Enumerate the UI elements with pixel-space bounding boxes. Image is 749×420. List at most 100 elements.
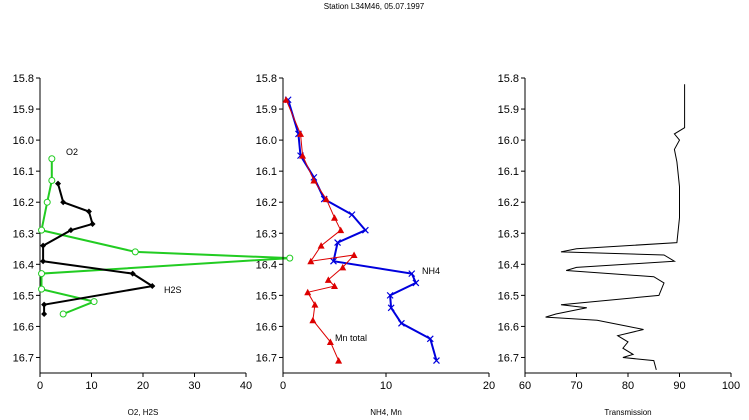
annotation-label: H2S xyxy=(164,285,182,295)
data-point xyxy=(48,155,56,163)
data-point xyxy=(59,310,67,318)
series-line xyxy=(40,158,290,315)
y-tick-label: 16.0 xyxy=(13,135,34,147)
y-tick-label: 15.9 xyxy=(13,104,34,116)
y-tick-label: 16.0 xyxy=(498,135,519,147)
data-point xyxy=(286,254,294,262)
data-point xyxy=(85,208,92,215)
y-tick-label: 16.3 xyxy=(13,228,34,240)
data-point xyxy=(331,282,338,290)
data-point xyxy=(299,152,307,159)
y-tick-label: 16.5 xyxy=(498,290,519,302)
chart-title: Station L34M46, 05.07.1997 xyxy=(324,2,425,11)
data-point xyxy=(90,298,98,306)
data-point xyxy=(131,248,139,256)
y-tick-label: 16.2 xyxy=(13,197,34,209)
data-point xyxy=(149,283,156,290)
panel-nh4-mn: 15.8 15.9 16.0 16.1 16.2 16.3 16.4 16.5 16.6 16.7… xyxy=(256,73,496,417)
y-tick-label: 16.7 xyxy=(13,352,34,364)
data-point xyxy=(40,258,47,265)
data-point xyxy=(41,301,48,308)
data-point xyxy=(129,270,136,277)
y-tick-label: 16.0 xyxy=(256,135,277,147)
data-point xyxy=(41,311,48,317)
x-tick-label: 20 xyxy=(137,380,149,392)
series-line xyxy=(545,84,686,371)
y-tick-label: 16.2 xyxy=(498,197,519,209)
data-point xyxy=(361,226,369,234)
y-tick-label: 16.5 xyxy=(256,290,277,302)
x-tick-label: 10 xyxy=(380,380,392,392)
series-h2s xyxy=(40,180,156,317)
x-tick-label: 0 xyxy=(280,380,286,392)
x-tick-label: 40 xyxy=(240,380,252,392)
data-point xyxy=(331,214,338,221)
y-tick-label: 16.7 xyxy=(256,352,277,364)
x-tick-label: 70 xyxy=(570,380,582,392)
series-transmission xyxy=(545,84,686,371)
series-mn-total xyxy=(282,96,358,364)
data-point xyxy=(67,227,74,234)
annotation-label: Mn total xyxy=(335,333,367,343)
data-point xyxy=(350,251,358,258)
x-tick-label: 100 xyxy=(722,380,740,392)
data-point xyxy=(398,319,405,327)
data-point xyxy=(337,226,345,234)
data-point xyxy=(38,226,46,234)
data-point xyxy=(310,176,318,184)
panel-o2-h2s: 15.8 15.9 16.0 16.1 16.2 16.3 16.4 16.5 16.6 16.7… xyxy=(13,73,294,417)
data-point xyxy=(408,270,416,278)
data-point xyxy=(339,263,347,271)
y-tick-label: 16.1 xyxy=(256,166,277,178)
x-tick-label: 10 xyxy=(85,380,97,392)
data-point xyxy=(309,316,317,324)
data-point xyxy=(311,301,319,308)
y-tick-label: 16.3 xyxy=(498,228,519,240)
data-point xyxy=(307,257,315,265)
y-tick-label: 16.4 xyxy=(13,259,34,271)
series-nh4 xyxy=(284,96,440,365)
data-point xyxy=(426,335,434,343)
annotation-label: O2 xyxy=(66,147,78,157)
data-point xyxy=(38,285,46,293)
y-tick-label: 15.8 xyxy=(13,73,34,85)
data-point xyxy=(433,357,440,365)
y-tick-label: 15.8 xyxy=(256,73,277,85)
x-axis-label: NH4, Mn xyxy=(370,408,402,417)
y-tick-label: 16.6 xyxy=(498,321,519,333)
y-tick-label: 16.4 xyxy=(498,259,519,271)
y-tick-label: 16.6 xyxy=(13,321,34,333)
data-point xyxy=(40,242,47,249)
x-tick-label: 30 xyxy=(188,380,200,392)
data-point xyxy=(89,220,96,227)
y-tick-label: 15.8 xyxy=(498,73,519,85)
series-line xyxy=(285,99,356,361)
data-point xyxy=(48,176,56,184)
y-tick-label: 15.9 xyxy=(498,104,519,116)
x-tick-label: 80 xyxy=(622,380,634,392)
data-point xyxy=(38,270,46,278)
x-axis-label: Transmission xyxy=(604,408,651,417)
x-tick-label: 60 xyxy=(519,380,531,392)
data-point xyxy=(324,276,332,283)
data-point xyxy=(348,211,356,219)
data-point xyxy=(282,96,290,103)
series-o2 xyxy=(38,155,294,318)
y-tick-label: 16.6 xyxy=(256,321,277,333)
data-point xyxy=(60,199,67,206)
y-tick-label: 16.5 xyxy=(13,290,34,302)
y-tick-label: 16.4 xyxy=(256,259,277,271)
data-point xyxy=(330,257,337,265)
data-point xyxy=(335,357,343,364)
data-point xyxy=(386,291,394,299)
data-point xyxy=(412,279,420,287)
data-point xyxy=(317,242,325,249)
data-point xyxy=(334,239,342,247)
data-point xyxy=(322,195,330,203)
y-tick-label: 16.3 xyxy=(256,228,277,240)
y-tick-label: 16.1 xyxy=(13,166,34,178)
data-point xyxy=(326,338,334,345)
y-tick-label: 16.7 xyxy=(498,352,519,364)
data-point xyxy=(55,180,62,187)
y-tick-label: 16.1 xyxy=(498,166,519,178)
